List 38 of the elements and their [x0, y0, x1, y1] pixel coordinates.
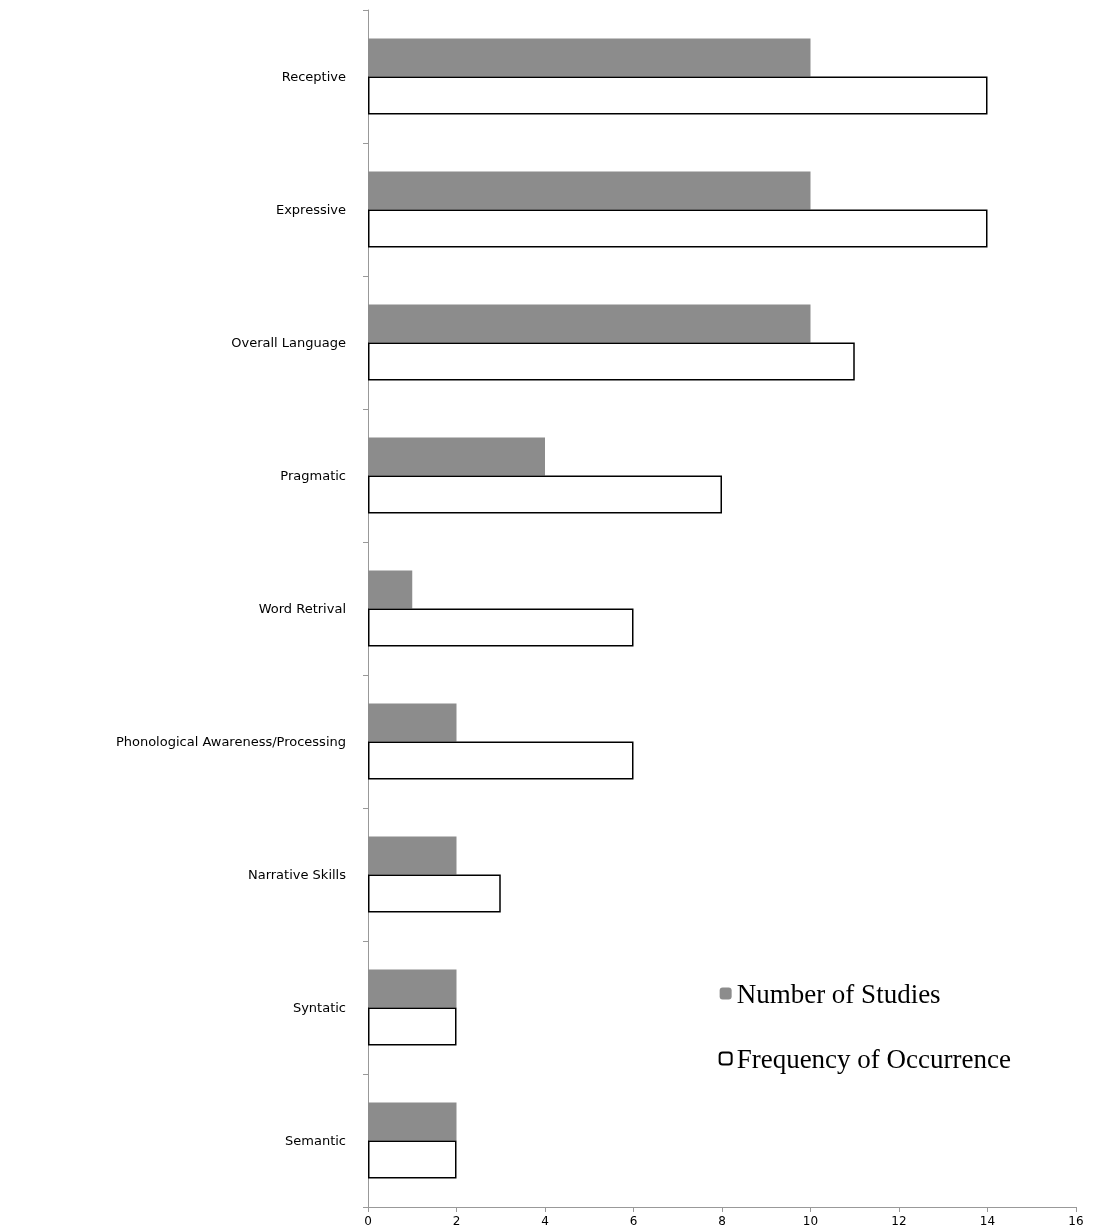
bar [368, 437, 545, 476]
bar [368, 209, 988, 248]
x-tick-label: 8 [718, 1214, 726, 1227]
x-tick-label: 14 [979, 1214, 996, 1227]
x-tick-label: 10 [802, 1214, 819, 1227]
y-tick-label: Phonological Awareness/Processing [115, 734, 346, 749]
bar [368, 1140, 457, 1179]
y-tick-label: Semantic [285, 1133, 346, 1148]
bar [368, 570, 413, 609]
bar [368, 38, 811, 77]
legend-label: Number of Studies [736, 978, 941, 1009]
bar [368, 342, 855, 381]
x-tick-label: 16 [1068, 1214, 1084, 1227]
x-tick-label: 6 [629, 1214, 638, 1227]
bar [368, 76, 988, 115]
bar [368, 969, 457, 1008]
y-tick-label: Word Retrival [258, 601, 346, 616]
y-tick-label: Overall Language [231, 335, 346, 350]
y-tick-label: Syntatic [292, 1000, 346, 1015]
bar [368, 874, 501, 913]
y-tick-label: Narrative Skills [247, 867, 347, 882]
x-tick-label: 0 [364, 1214, 372, 1227]
legend-label: Frequency of Occurrence [736, 1043, 1012, 1074]
bar [368, 836, 457, 875]
bar [368, 608, 634, 647]
bar [368, 304, 811, 343]
bar [368, 1102, 457, 1141]
bar [368, 741, 634, 780]
bar [368, 703, 457, 742]
x-tick-label: 2 [452, 1214, 461, 1227]
y-tick-label: Receptive [281, 69, 346, 84]
x-tick-label: 4 [541, 1214, 549, 1227]
bar [368, 475, 722, 514]
y-tick-label: Pragmatic [280, 468, 346, 483]
bar [368, 171, 811, 210]
bar [368, 1007, 457, 1046]
x-tick-label: 12 [891, 1214, 907, 1227]
y-tick-label: Expressive [275, 202, 346, 217]
